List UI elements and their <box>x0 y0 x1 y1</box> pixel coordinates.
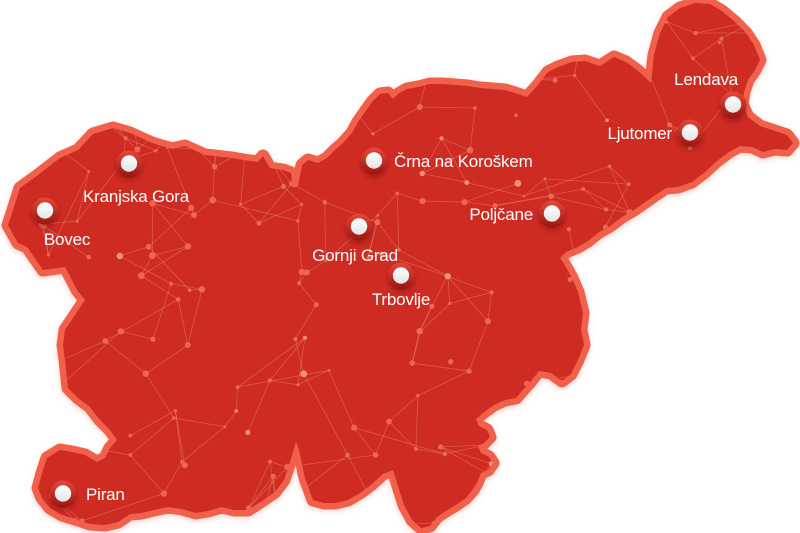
city-marker-gornji-grad[interactable] <box>345 213 373 245</box>
city-label-bovec: Bovec <box>44 230 91 249</box>
city-label-poljcane: Poljčane <box>469 205 533 224</box>
city-markers <box>31 91 747 512</box>
city-label-kranjska-gora: Kranjska Gora <box>83 187 190 206</box>
marker-dot-icon <box>543 205 561 222</box>
city-marker-trbovlje[interactable] <box>387 262 415 294</box>
city-marker-poljcane[interactable] <box>538 200 566 232</box>
city-marker-lendava[interactable] <box>719 91 747 123</box>
marker-dot-icon <box>120 155 138 172</box>
city-marker-piran[interactable] <box>49 480 77 512</box>
city-label-piran: Piran <box>86 485 125 504</box>
marker-dot-icon <box>54 485 72 502</box>
marker-dot-icon <box>36 202 54 219</box>
city-marker-crna-na-koroskem[interactable] <box>360 147 388 179</box>
city-marker-ljutomer[interactable] <box>676 119 704 151</box>
city-label-lendava: Lendava <box>674 70 739 89</box>
city-labels: Lendava Ljutomer Črna na Koroškem Poljčane K… <box>44 70 739 504</box>
city-label-crna-na-koroskem: Črna na Koroškem <box>394 152 533 171</box>
city-label-ljutomer: Ljutomer <box>607 124 672 143</box>
city-label-gornji-grad: Gornji Grad <box>312 246 398 265</box>
city-marker-kranjska-gora[interactable] <box>115 150 143 182</box>
marker-dot-icon <box>392 267 410 284</box>
city-label-trbovlje: Trbovlje <box>372 290 430 309</box>
city-marker-bovec[interactable] <box>31 197 59 229</box>
marker-dot-icon <box>681 124 699 141</box>
marker-dot-icon <box>724 96 742 113</box>
marker-dot-icon <box>365 152 383 169</box>
marker-dot-icon <box>350 218 368 235</box>
